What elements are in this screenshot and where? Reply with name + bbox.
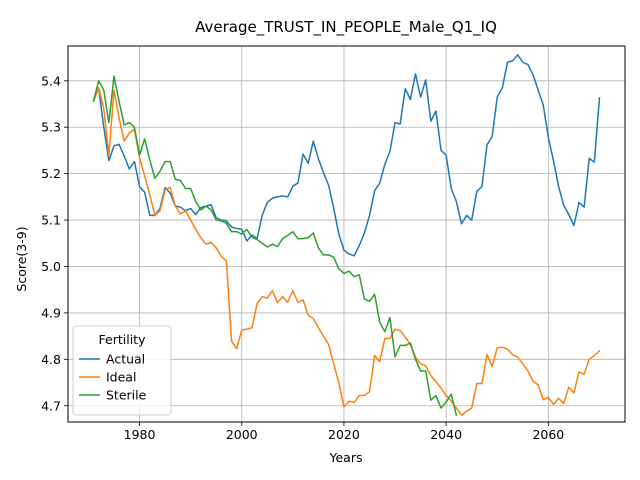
legend-box (72, 325, 172, 416)
y-tick-label: 4.7 (41, 398, 61, 413)
y-tick-label: 4.8 (41, 352, 61, 367)
legend-label-ideal: Ideal (106, 370, 136, 385)
x-tick-label: 2060 (532, 427, 564, 442)
legend-label-sterile: Sterile (106, 388, 147, 403)
y-tick-label: 4.9 (41, 305, 61, 320)
x-tick-label: 2020 (328, 427, 360, 442)
legend-title: Fertility (99, 332, 147, 347)
y-tick-label: 5.1 (41, 213, 61, 228)
plot-frame (67, 45, 626, 423)
y-axis-label: Score(3-9) (14, 226, 29, 291)
y-tick-label: 5.2 (41, 166, 61, 181)
y-tick-label: 5.3 (41, 120, 61, 135)
series-line-actual (92, 54, 601, 257)
legend: Fertility Actual Ideal Sterile (72, 325, 172, 416)
x-tick-label: 2040 (430, 427, 462, 442)
series-line-sterile (92, 75, 458, 416)
series-lines (92, 54, 601, 416)
y-tick-label: 5.4 (41, 73, 61, 88)
legend-entries: Actual Ideal Sterile (79, 352, 147, 403)
x-tick-label: 2000 (226, 427, 258, 442)
x-axis-label: Years (329, 450, 363, 465)
axis-ticks: 1980 2000 2020 2040 2060 4.7 4.8 4.9 5.0 5.1 5.2 5.… (41, 73, 564, 442)
series-line-ideal (92, 87, 601, 416)
chart-title: Average_TRUST_IN_PEOPLE_Male_Q1_IQ (195, 18, 497, 37)
y-tick-label: 5.0 (41, 259, 61, 274)
x-tick-label: 1980 (124, 427, 156, 442)
legend-label-actual: Actual (106, 352, 145, 367)
